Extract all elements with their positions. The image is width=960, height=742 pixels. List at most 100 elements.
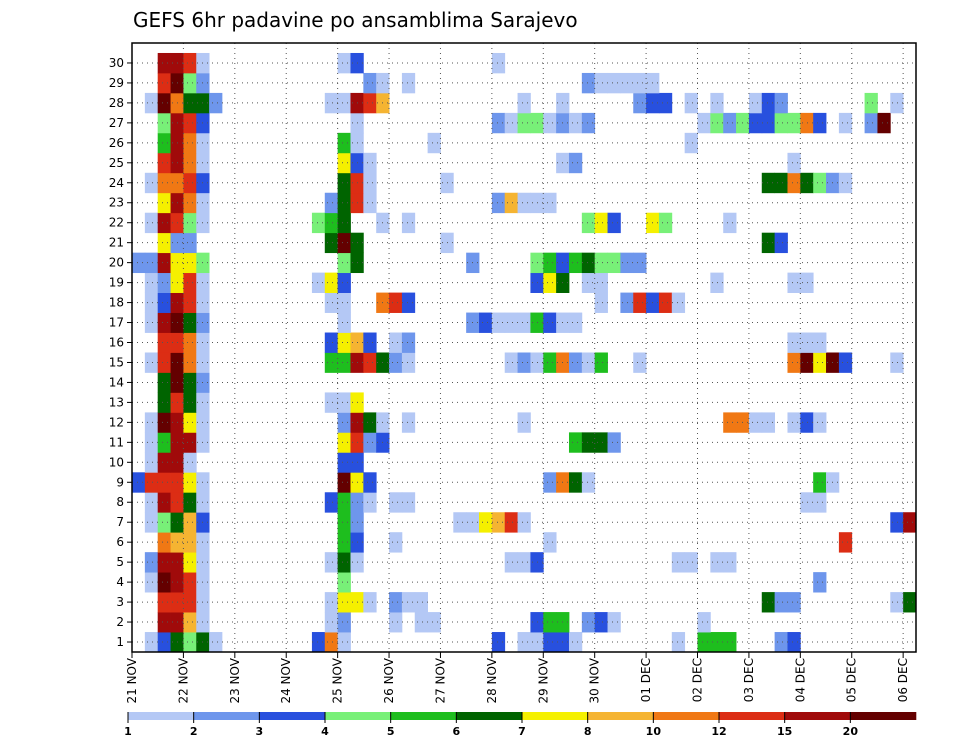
x-tick-label: 05 DEC	[845, 658, 859, 702]
x-tick-label: 22 NOV	[176, 657, 190, 703]
heatmap-cell	[813, 472, 827, 493]
heatmap-cell	[157, 492, 171, 513]
heatmap-cell	[543, 312, 557, 333]
heatmap-cell	[517, 312, 531, 333]
heatmap-cell	[157, 332, 171, 353]
heatmap-cell	[568, 152, 583, 174]
colorbar-bin	[193, 712, 260, 720]
y-tick-label: 6	[116, 535, 124, 549]
heatmap-cell	[723, 552, 737, 573]
heatmap-cell	[157, 272, 171, 293]
heatmap-cell	[157, 552, 171, 573]
heatmap-cell	[183, 532, 197, 553]
colorbar-tick-label: 12	[711, 725, 726, 738]
y-tick-label: 21	[109, 236, 124, 250]
heatmap-cell	[337, 512, 351, 533]
colorbar-bin	[719, 712, 785, 720]
heatmap-cell	[543, 612, 557, 633]
heatmap-cell	[144, 172, 159, 194]
x-tick-label: 24 NOV	[279, 657, 293, 703]
heatmap-cell	[337, 632, 351, 653]
heatmap-cell	[787, 412, 801, 433]
heatmap-cell	[401, 352, 416, 373]
heatmap-cell	[890, 512, 904, 533]
heatmap-cell	[337, 52, 351, 74]
heatmap-cell	[337, 312, 351, 333]
heatmap-cell	[748, 92, 763, 114]
heatmap-cell	[787, 352, 801, 373]
heatmap-cell	[594, 72, 608, 94]
y-tick-label: 17	[109, 316, 124, 330]
heatmap-cell	[183, 72, 197, 94]
heatmap-cell	[594, 212, 608, 234]
y-tick-label: 27	[109, 116, 124, 130]
y-tick-label: 11	[109, 435, 124, 449]
heatmap-cell	[504, 512, 518, 533]
heatmap-cell	[157, 132, 171, 154]
heatmap-cell	[363, 472, 377, 493]
heatmap-cell	[183, 232, 197, 254]
heatmap-cell	[157, 352, 171, 373]
heatmap-cell	[324, 632, 339, 653]
heatmap-cell	[157, 72, 171, 94]
heatmap-cell	[363, 152, 377, 174]
heatmap-cell	[401, 332, 416, 353]
heatmap-cell	[568, 432, 583, 453]
heatmap-cell	[813, 332, 827, 353]
heatmap-cell	[671, 552, 686, 573]
y-tick-label: 1	[116, 635, 124, 649]
y-tick-label: 19	[109, 276, 124, 290]
heatmap-cell	[800, 352, 814, 373]
heatmap-cell	[543, 192, 557, 214]
heatmap-cell	[401, 212, 416, 234]
heatmap-cell	[800, 492, 814, 513]
heatmap-cell	[337, 252, 351, 274]
heatmap-cell	[479, 512, 493, 533]
colorbar-bin	[456, 712, 523, 720]
y-tick-label: 23	[109, 196, 124, 210]
heatmap-cell	[723, 632, 737, 653]
colorbar-tick-label: 10	[646, 725, 662, 738]
heatmap-cell	[671, 632, 686, 653]
heatmap-cell	[337, 132, 351, 154]
colorbar-tick-label: 6	[453, 725, 461, 738]
heatmap-cell	[800, 112, 814, 134]
heatmap-cell	[800, 412, 814, 433]
heatmap-cell	[774, 112, 788, 134]
heatmap-cell	[568, 352, 583, 373]
heatmap-cell	[543, 112, 557, 134]
heatmap-cell	[144, 452, 159, 473]
heatmap-cell	[157, 452, 171, 473]
x-tick-label: 25 NOV	[331, 657, 345, 703]
heatmap-cell	[144, 552, 159, 573]
heatmap-cell	[761, 92, 776, 114]
x-tick-label: 03 DEC	[742, 658, 756, 702]
heatmap-cell	[581, 472, 596, 493]
heatmap-cell	[183, 112, 197, 134]
heatmap-cell	[568, 312, 583, 333]
heatmap-cell	[144, 632, 159, 653]
heatmap-cell	[491, 52, 506, 74]
heatmap-cell	[144, 312, 159, 333]
heatmap-cell	[710, 92, 724, 114]
heatmap-cell	[311, 632, 326, 653]
heatmap-cell	[800, 332, 814, 353]
heatmap-cell	[813, 492, 827, 513]
x-tick-label: 04 DEC	[793, 658, 807, 702]
y-tick-label: 4	[116, 575, 124, 589]
heatmap-cell	[183, 352, 197, 373]
heatmap-cell	[324, 552, 339, 573]
heatmap-cell	[543, 272, 557, 293]
heatmap-cell	[633, 72, 647, 94]
heatmap-cell	[453, 512, 467, 533]
heatmap-cell	[363, 172, 377, 194]
heatmap-cell	[761, 412, 776, 433]
y-tick-label: 14	[109, 375, 124, 389]
heatmap-cell	[723, 412, 737, 433]
y-tick-label: 7	[116, 515, 124, 529]
heatmap-cell	[324, 232, 339, 254]
heatmap-cell	[903, 512, 917, 533]
heatmap-cell	[363, 92, 377, 114]
heatmap-cell	[479, 312, 493, 333]
heatmap-cell	[363, 432, 377, 453]
